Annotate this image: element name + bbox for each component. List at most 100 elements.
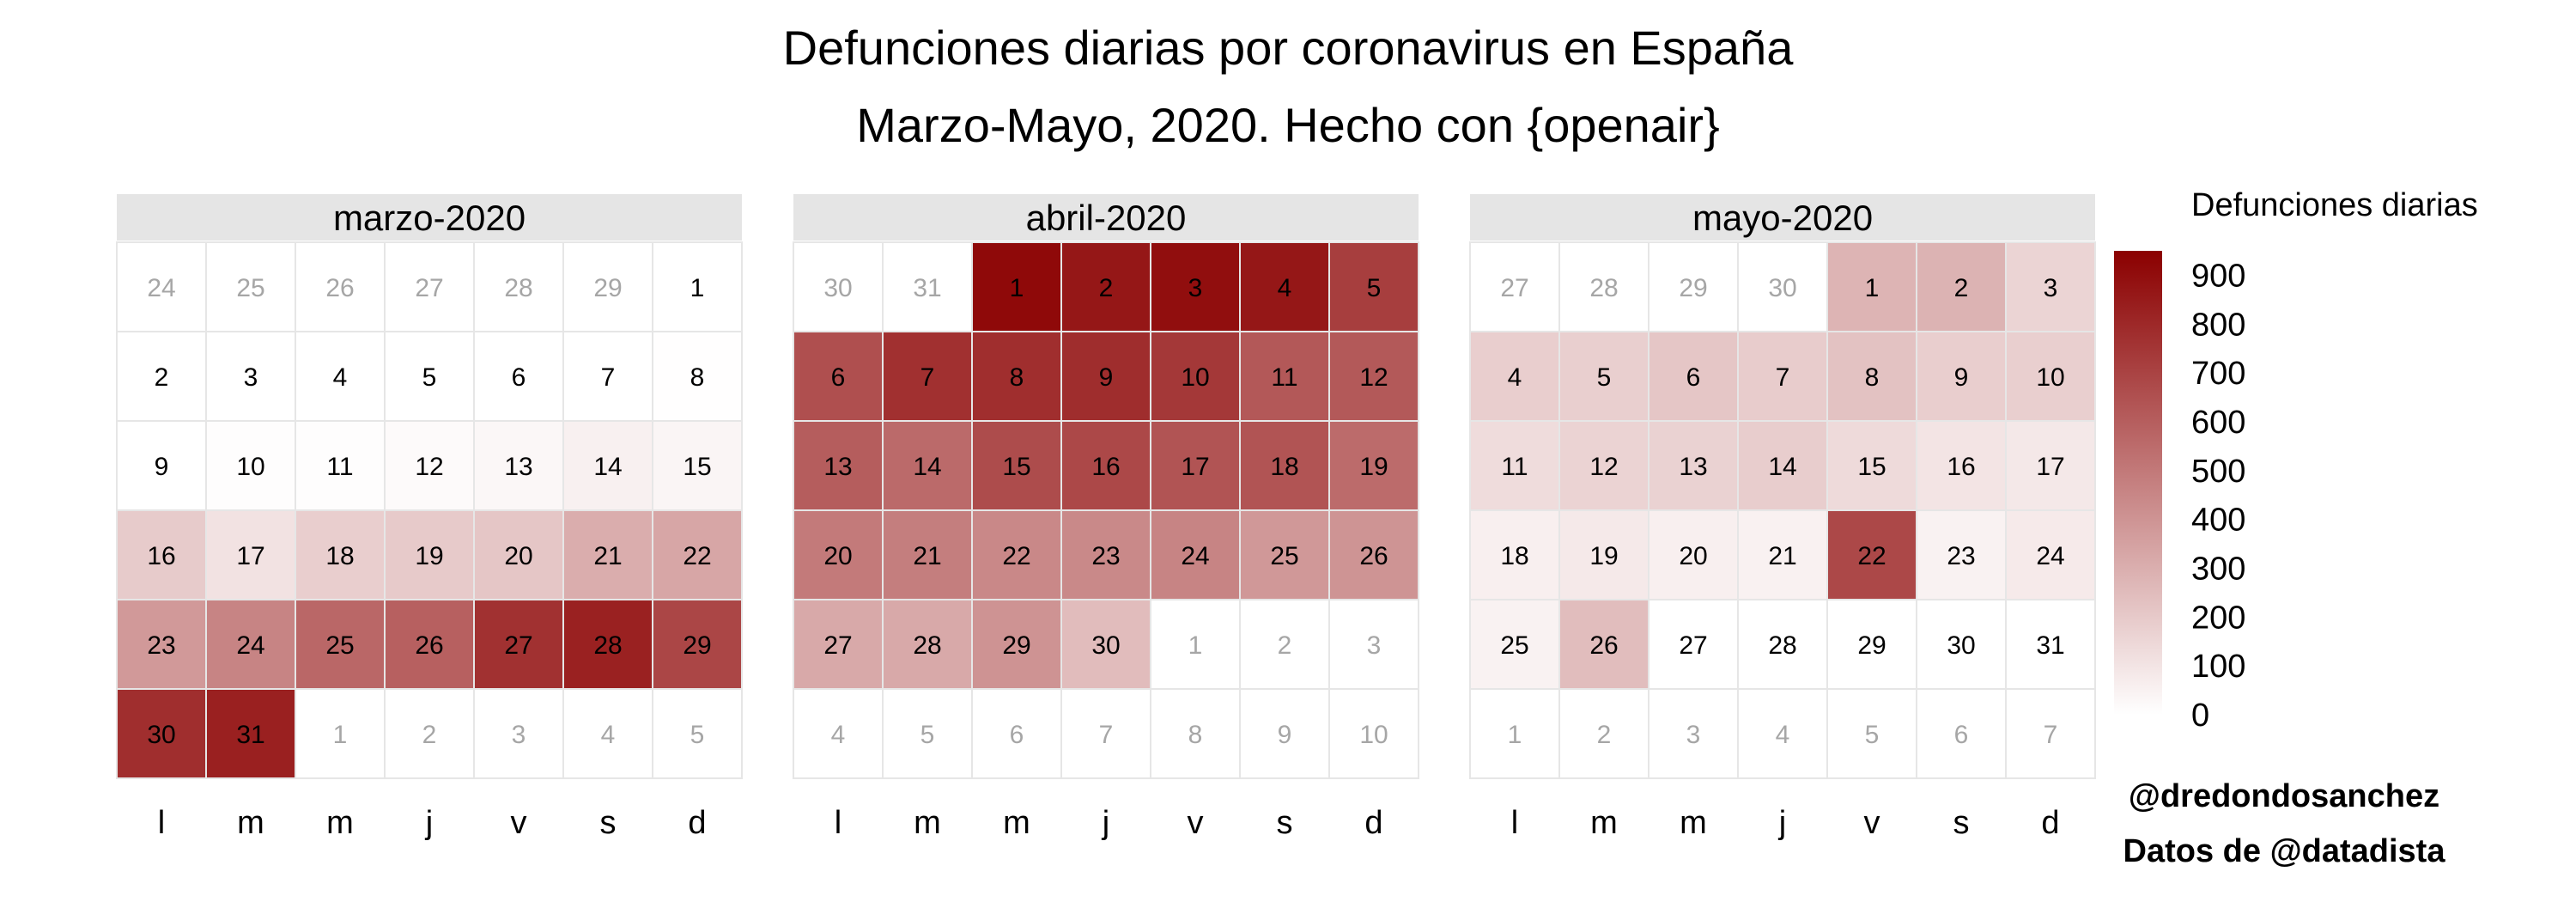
legend-tick-label: 400 (2191, 503, 2245, 539)
day-label: 3 (512, 721, 526, 749)
weekday-label: v (511, 805, 527, 841)
legend-tick-label: 300 (2191, 551, 2245, 587)
day-label: 5 (690, 721, 705, 749)
day-label: 21 (1768, 542, 1796, 570)
month-panel: abril-202030 31 1 2 3 4 56 7 8 9 10 11 1213 14 15 16 17 1… (793, 194, 1419, 841)
day-label: 25 (236, 274, 264, 302)
day-label: 19 (1359, 453, 1388, 481)
day-label: 11 (1501, 453, 1528, 481)
day-label: 6 (1010, 721, 1024, 749)
weekday-label: j (1102, 805, 1109, 841)
day-label: 8 (1010, 363, 1024, 392)
panel-title: mayo-2020 (1692, 198, 1873, 238)
legend-title: Defunciones diarias (2191, 187, 2478, 224)
day-label: 18 (325, 542, 354, 570)
day-label: 14 (593, 453, 622, 481)
day-label: 24 (147, 274, 175, 302)
day-label: 3 (1367, 631, 1382, 660)
day-label: 17 (1181, 453, 1209, 481)
day-label: 15 (1002, 453, 1030, 481)
day-label: 15 (1857, 453, 1886, 481)
day-label: 7 (601, 363, 616, 392)
day-label: 5 (1367, 274, 1382, 302)
weekday-label: v (1864, 805, 1880, 841)
weekday-label: j (425, 805, 433, 841)
weekday-label: l (835, 805, 841, 841)
day-label: 30 (823, 274, 852, 302)
day-label: 19 (415, 542, 443, 570)
day-label: 4 (1776, 721, 1790, 749)
day-label: 4 (831, 721, 846, 749)
day-label: 28 (1768, 631, 1796, 660)
day-label: 8 (1865, 363, 1880, 392)
day-label: 26 (325, 274, 354, 302)
day-label: 2 (1278, 631, 1292, 660)
day-label: 31 (236, 721, 264, 749)
panel-title: abril-2020 (1026, 198, 1187, 238)
day-label: 5 (1865, 721, 1880, 749)
day-label: 11 (1271, 363, 1297, 392)
weekday-label: m (914, 805, 941, 841)
day-label: 2 (1597, 721, 1612, 749)
day-label: 22 (1002, 542, 1030, 570)
day-label: 9 (1099, 363, 1114, 392)
day-label: 30 (1091, 631, 1120, 660)
day-label: 24 (236, 631, 264, 660)
day-label: 10 (1181, 363, 1209, 392)
day-label: 16 (147, 542, 175, 570)
legend-tick-label: 200 (2191, 600, 2245, 636)
day-label: 3 (2044, 274, 2058, 302)
weekday-label: l (1511, 805, 1518, 841)
day-label: 31 (2036, 631, 2064, 660)
credit-source: Datos de @datadista (2095, 824, 2473, 879)
day-label: 3 (1188, 274, 1203, 302)
credit-author: @dredondosanchez (2095, 769, 2473, 824)
day-label: 27 (823, 631, 852, 660)
day-label: 7 (1099, 721, 1114, 749)
day-label: 31 (913, 274, 941, 302)
legend-tick-label: 100 (2191, 649, 2245, 685)
day-label: 4 (601, 721, 616, 749)
day-label: 28 (504, 274, 532, 302)
day-label: 26 (1359, 542, 1388, 570)
day-label: 12 (415, 453, 443, 481)
panel-title: marzo-2020 (333, 198, 526, 238)
day-label: 30 (1947, 631, 1975, 660)
weekday-label: s (600, 805, 617, 841)
day-label: 28 (593, 631, 622, 660)
day-label: 30 (1768, 274, 1796, 302)
day-label: 29 (593, 274, 622, 302)
weekday-label: d (2041, 805, 2059, 841)
day-label: 24 (1181, 542, 1209, 570)
day-label: 4 (1508, 363, 1522, 392)
day-label: 17 (236, 542, 264, 570)
day-label: 16 (1947, 453, 1975, 481)
day-label: 6 (512, 363, 526, 392)
day-label: 17 (2036, 453, 2064, 481)
day-label: 12 (1359, 363, 1388, 392)
day-label: 19 (1589, 542, 1618, 570)
weekday-label: j (1778, 805, 1786, 841)
day-label: 2 (1099, 274, 1114, 302)
day-label: 14 (1768, 453, 1796, 481)
day-label: 18 (1270, 453, 1298, 481)
day-label: 13 (1679, 453, 1707, 481)
day-label: 14 (913, 453, 941, 481)
day-label: 2 (155, 363, 169, 392)
legend-tick-label: 900 (2191, 258, 2245, 294)
day-label: 25 (1270, 542, 1298, 570)
day-label: 1 (690, 274, 705, 302)
weekday-label: l (158, 805, 165, 841)
day-label: 21 (913, 542, 941, 570)
legend-colorbar (2114, 251, 2162, 715)
day-label: 26 (1589, 631, 1618, 660)
day-label: 13 (823, 453, 852, 481)
weekday-label: s (1953, 805, 1970, 841)
day-label: 25 (1500, 631, 1528, 660)
month-panel: marzo-202024 25 26 27 28 29 12 3 4 5 6 7 89 10 11 12 13 1… (117, 194, 742, 841)
day-label: 10 (236, 453, 264, 481)
legend-tick-label: 700 (2191, 356, 2245, 392)
day-label: 2 (422, 721, 437, 749)
legend-tick-label: 600 (2191, 405, 2245, 441)
